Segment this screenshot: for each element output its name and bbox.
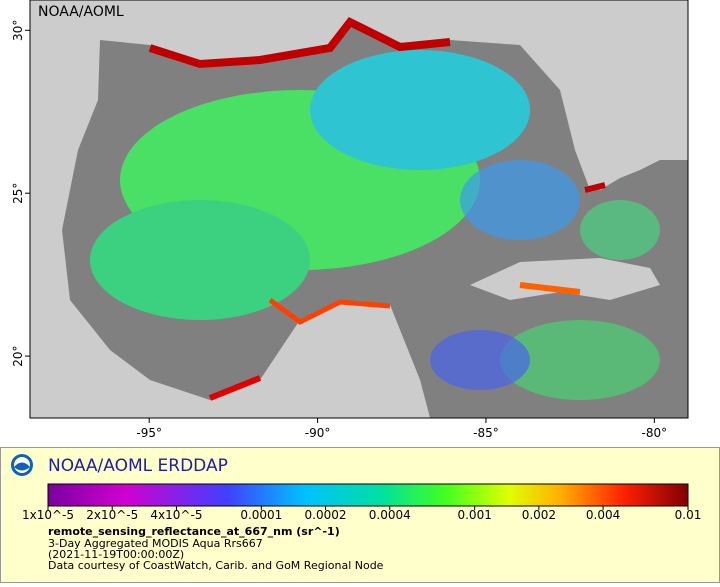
map: NOAA/AOML: [30, 0, 688, 418]
caption-line: 3-Day Aggregated MODIS Aqua Rrs667: [48, 537, 263, 550]
colorbar: [47, 483, 689, 507]
caption-line: Data courtesy of CoastWatch, Carib. and …: [48, 559, 384, 572]
x-tick-label: -90°: [305, 426, 331, 440]
x-tick-label: -85°: [473, 426, 499, 440]
colorbar-tick-label: 0.0001: [240, 508, 282, 522]
chlorophyll-field: [90, 50, 660, 400]
axes: -95° -90° -85° -80° 30° 25° 20°: [11, 20, 667, 440]
colorbar-tick-label: 2x10^-5: [86, 508, 138, 522]
colorbar-ticks: 1x10^-5 2x10^-5 4x10^-5 0.0001 0.0002 0.0004 0…: [22, 506, 701, 522]
colorbar-tick-label: 4x10^-5: [150, 508, 202, 522]
colorbar-tick-label: 0.002: [522, 508, 556, 522]
legend-title: NOAA/AOML ERDDAP: [48, 456, 228, 476]
y-tick-label: 20°: [11, 345, 25, 366]
florida: [560, 30, 640, 190]
y-tick-label: 25°: [11, 183, 25, 204]
cuba: [470, 258, 660, 300]
colorbar-tick-label: 0.004: [586, 508, 620, 522]
colorbar-tick-label: 0.001: [457, 508, 491, 522]
watermark: NOAA/AOML: [38, 4, 124, 20]
coastal-high: [148, 16, 606, 401]
y-tick-label: 30°: [11, 20, 25, 41]
caption-line: (2021-11-19T00:00:00Z): [48, 548, 184, 561]
legend-panel: [0, 447, 720, 583]
noaa-logo: [11, 454, 33, 476]
x-tick-label: -95°: [136, 426, 162, 440]
yucatan: [250, 300, 430, 418]
colorbar-tick-label: 0.0002: [305, 508, 347, 522]
colorbar-tick-label: 0.0004: [369, 508, 411, 522]
x-tick-label: -80°: [642, 426, 668, 440]
colorbar-tick-label: 0.01: [675, 508, 702, 522]
map-frame: [29, 0, 689, 419]
variable-name: remote_sensing_reflectance_at_667_nm (sr…: [48, 525, 340, 538]
colorbar-tick-label: 1x10^-5: [22, 508, 74, 522]
